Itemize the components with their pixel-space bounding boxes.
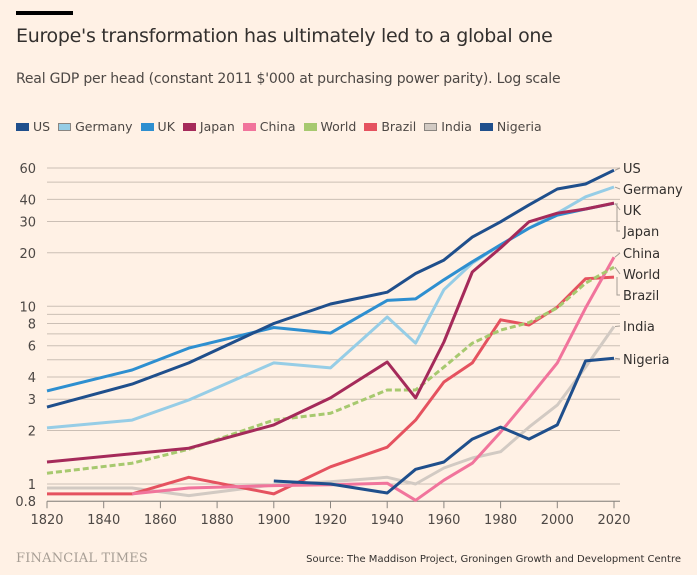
legend-label: UK [157, 119, 175, 134]
x-tick-label: 1980 [484, 513, 517, 528]
y-tick-label: 30 [19, 216, 36, 231]
ft-logo: FINANCIAL TIMES [16, 551, 149, 566]
legend-label: World [320, 119, 357, 134]
y-tick-label: 40 [19, 193, 36, 208]
x-tick-label: 1820 [30, 513, 63, 528]
label-connector [614, 186, 621, 190]
legend-swatch [364, 122, 378, 131]
legend-swatch [424, 122, 438, 131]
legend-swatch [58, 122, 72, 131]
legend-label: Japan [199, 119, 235, 134]
legend-label: Brazil [381, 119, 417, 134]
end-label-uk: UK [623, 204, 642, 219]
legend-swatch [16, 122, 29, 131]
y-axis-ticks: 0.8 1 2 3 4 6 8 10 20 30 40 60 [15, 162, 36, 510]
legend-item-japan: Japan [182, 119, 235, 134]
end-label-china: China [623, 247, 660, 262]
label-connector [614, 202, 621, 211]
legend-swatch [479, 122, 493, 131]
legend-label: Nigeria [496, 119, 542, 134]
end-label-brazil: Brazil [623, 289, 659, 304]
legend: US Germany UK Japan China World Brazil India Nig… [16, 119, 550, 134]
series-line-japan [46, 201, 615, 464]
legend-item-nigeria: Nigeria [479, 119, 542, 134]
legend-item-uk: UK [140, 119, 175, 134]
label-connector [614, 357, 621, 360]
x-tick-label: 1920 [314, 513, 347, 528]
x-tick-label: 2000 [541, 513, 574, 528]
label-bracket-world-brazil [616, 277, 620, 296]
legend-label: India [441, 119, 472, 134]
legend-label: Germany [75, 119, 133, 134]
series-line-us [46, 168, 615, 409]
end-labels: US Germany UK Japan China World Brazil India Nig… [614, 162, 683, 368]
legend-item-china: China [242, 119, 296, 134]
end-label-india: India [623, 320, 655, 335]
label-bracket-uk-japan [616, 203, 620, 232]
x-tick-label: 1940 [371, 513, 404, 528]
series-line-nigeria [273, 356, 615, 495]
legend-swatch [303, 122, 317, 131]
legend-item-germany: Germany [58, 119, 133, 134]
series-line-china [131, 256, 616, 502]
label-connector [614, 266, 621, 275]
x-tick-label: 1960 [427, 513, 460, 528]
x-tick-label: 1880 [201, 513, 234, 528]
y-tick-label: 0.8 [15, 495, 36, 510]
legend-swatch [140, 122, 154, 131]
legend-item-us: US [16, 119, 50, 134]
legend-swatch [182, 122, 196, 131]
source-note: Source: The Maddison Project, Groningen … [306, 554, 681, 565]
label-connector [614, 167, 621, 171]
end-label-nigeria: Nigeria [623, 353, 670, 368]
series-line-uk [46, 201, 615, 393]
legend-item-india: India [424, 119, 472, 134]
gridlines [47, 167, 620, 502]
x-axis: 1820 1840 1860 1880 1900 1920 1940 1960 1980 2000… [30, 500, 631, 528]
legend-item-world: World [303, 119, 357, 134]
series-line-world [46, 265, 615, 475]
y-tick-label: 10 [19, 300, 36, 315]
series-line-india [47, 325, 616, 498]
legend-item-brazil: Brazil [364, 119, 416, 134]
y-tick-label: 6 [28, 340, 36, 355]
x-tick-label: 1860 [144, 513, 177, 528]
x-tick-label: 1840 [87, 513, 120, 528]
chart-subtitle: Real GDP per head (constant 2011 $'000 a… [16, 71, 561, 87]
y-tick-label: 2 [28, 425, 36, 440]
end-label-us: US [623, 162, 641, 177]
end-label-world: World [623, 268, 660, 283]
series-lines [46, 168, 616, 502]
end-label-germany: Germany [623, 183, 683, 198]
y-tick-label: 8 [28, 318, 36, 333]
y-tick-label: 3 [28, 393, 36, 408]
y-tick-label: 1 [28, 478, 36, 493]
y-tick-label: 60 [19, 162, 36, 177]
end-label-japan: Japan [622, 225, 659, 240]
legend-swatch [242, 122, 256, 131]
y-tick-label: 4 [28, 371, 36, 386]
chart-title: Europe's transformation has ultimately l… [16, 25, 553, 47]
x-tick-label: 1900 [257, 513, 290, 528]
x-tick-label: 2020 [597, 513, 630, 528]
legend-label: US [33, 119, 51, 134]
legend-label: China [259, 119, 296, 134]
ft-top-bar [16, 11, 73, 15]
y-tick-label: 20 [19, 247, 36, 262]
label-connector [614, 252, 621, 258]
